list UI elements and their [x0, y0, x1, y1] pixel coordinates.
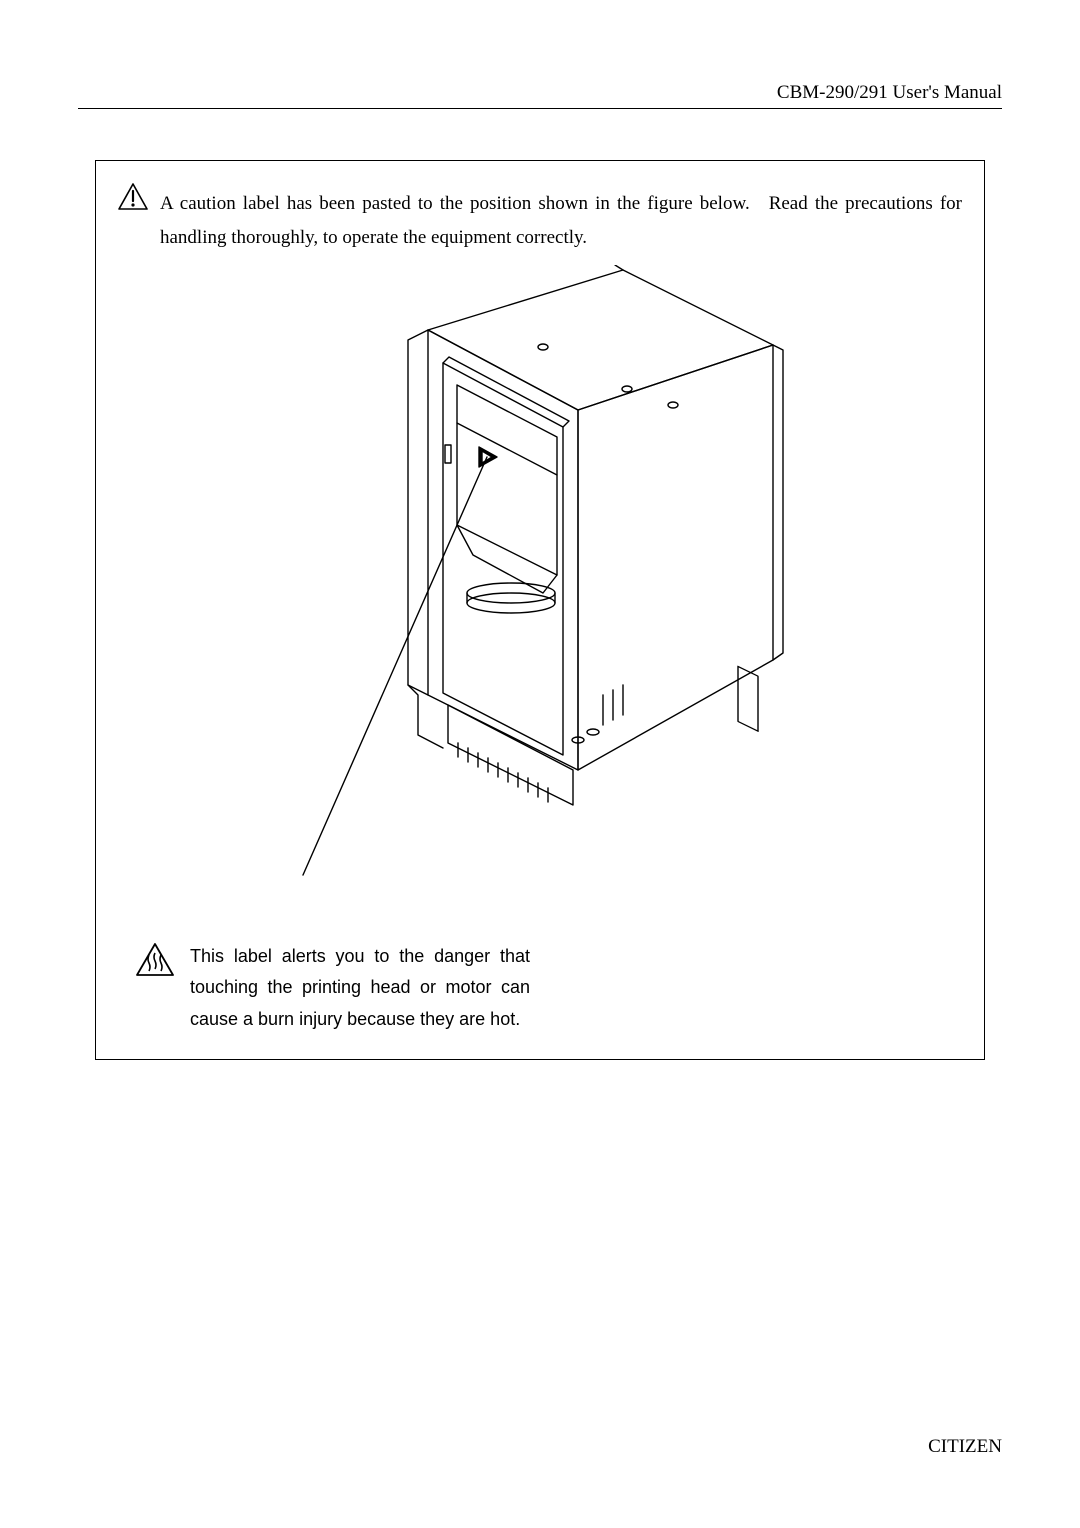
page-header-title: CBM-290/291 User's Manual — [777, 82, 1002, 104]
hot-surface-alert: This label alerts you to the danger that… — [136, 941, 656, 1036]
hot-surface-alert-text: This label alerts you to the danger that… — [190, 941, 530, 1036]
caution-box: A caution label has been pasted to the p… — [95, 160, 985, 1060]
caution-text: A caution label has been pasted to the p… — [160, 187, 962, 255]
caution-row: A caution label has been pasted to the p… — [118, 187, 962, 255]
footer-brand: CITIZEN — [928, 1436, 1002, 1458]
header-rule — [78, 108, 1002, 109]
hot-surface-icon — [136, 943, 174, 982]
printer-diagram-svg — [243, 265, 803, 885]
page: CBM-290/291 User's Manual A caution labe… — [0, 0, 1080, 1528]
caution-icon — [118, 183, 148, 216]
printer-diagram — [118, 265, 962, 885]
